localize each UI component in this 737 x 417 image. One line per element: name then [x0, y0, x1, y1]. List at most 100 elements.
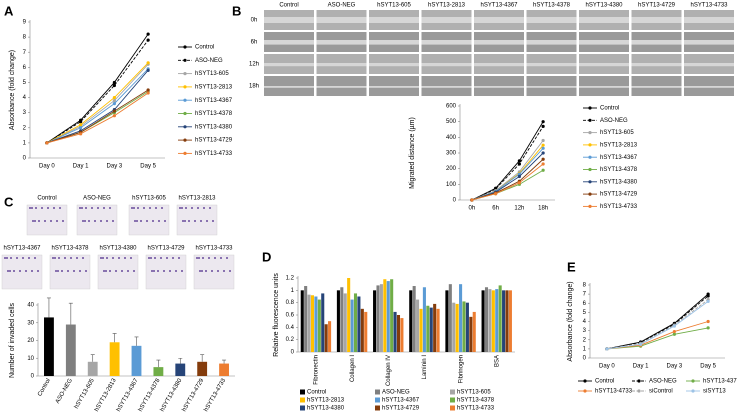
legend-marker [183, 125, 187, 129]
bar [484, 287, 489, 352]
series-line [46, 33, 149, 144]
y-axis-label: Absorbance (fold change) [567, 281, 574, 361]
data-point [706, 319, 710, 324]
y-tick-label: 0.2 [286, 337, 295, 343]
error-bar [222, 359, 227, 364]
legend-label: hSYT13-4729 [195, 138, 233, 144]
cell [161, 207, 163, 209]
data-point [146, 38, 150, 42]
y-tick-label: 9 [23, 20, 27, 26]
legend-marker [183, 138, 187, 142]
cell [85, 270, 87, 272]
x-tick-label: BSA [494, 355, 500, 367]
cell [115, 270, 117, 272]
y-tick-label: 20 [27, 338, 34, 344]
x-tick-label: Collagen I [350, 355, 356, 382]
legend-label: hSYT13-4733 [600, 204, 638, 210]
wound-gap [631, 40, 682, 45]
error-bar [178, 357, 183, 364]
cell [53, 207, 55, 209]
cell [146, 220, 148, 222]
y-tick-label: 8 [583, 283, 587, 289]
y-tick-label: 0 [23, 156, 27, 162]
cell [32, 220, 34, 222]
legend-label: hSYT13-605 [600, 130, 634, 136]
bar [360, 308, 364, 352]
cell [13, 270, 15, 272]
cell [25, 270, 27, 272]
bar [400, 318, 404, 352]
bar [357, 296, 361, 352]
cell [47, 207, 49, 209]
cell [169, 270, 171, 272]
legend-marker [183, 58, 187, 62]
micrograph [97, 254, 139, 290]
cell [35, 207, 37, 209]
cell [151, 270, 153, 272]
cell [38, 220, 40, 222]
series-line [471, 163, 544, 201]
data-point [517, 162, 521, 166]
wound-gap [421, 17, 472, 23]
data-point [45, 141, 49, 145]
data-point [79, 132, 83, 136]
micrograph [145, 254, 187, 290]
cell [58, 257, 60, 259]
cell [73, 270, 75, 272]
bar [219, 363, 229, 376]
y-tick-label: 200 [446, 166, 457, 172]
series-line [46, 70, 149, 144]
legend-label: hSYT13-2813 [600, 142, 638, 148]
cell [198, 257, 200, 259]
cell [205, 270, 207, 272]
image-row-label: 6h [251, 40, 258, 46]
legend-label: ASO-NEG [649, 379, 677, 385]
data-point [517, 181, 521, 185]
bar [336, 290, 340, 352]
bar [373, 290, 377, 352]
wound-gap [369, 86, 419, 88]
image-column-label: ASO-NEG [328, 3, 356, 9]
bar [328, 321, 332, 352]
wound-gap [684, 86, 734, 88]
cell [155, 207, 157, 209]
cell [154, 257, 156, 259]
y-tick-label: 2 [23, 125, 27, 131]
image-label: hSYT13-4380 [99, 246, 137, 252]
cell [34, 220, 36, 222]
panel-letter: D [262, 249, 271, 264]
micrograph [76, 204, 118, 236]
cell [109, 207, 111, 209]
cell [88, 220, 90, 222]
legend-swatch [375, 389, 380, 395]
legend-marker [183, 151, 187, 155]
legend-label: siSYT13 [703, 389, 726, 395]
bar [390, 279, 394, 352]
legend-marker [588, 192, 592, 196]
legend-label: hSYT13-4733 [195, 151, 233, 157]
image-label: hSYT13-4367 [3, 246, 41, 252]
data-point [541, 146, 545, 150]
y-tick-label: 0 [291, 350, 295, 356]
data-point [146, 61, 150, 65]
data-point [672, 324, 676, 328]
wound-gap [526, 63, 577, 67]
legend-marker [637, 389, 641, 393]
image-label: ASO-NEG [83, 196, 111, 202]
bar [350, 299, 354, 352]
legend-label: Control [195, 45, 214, 51]
legend-label: ASO-NEG [195, 58, 223, 64]
bar [462, 301, 466, 352]
legend-marker [691, 379, 695, 383]
bar [469, 316, 473, 352]
data-point [112, 80, 116, 85]
legend-label: hSYT13-4380 [307, 406, 345, 412]
legend-swatch [300, 397, 305, 403]
data-point [541, 143, 545, 147]
error-bar [156, 359, 161, 368]
bar [459, 284, 463, 352]
cell [157, 270, 159, 272]
data-point [541, 138, 545, 143]
cell [197, 207, 199, 209]
y-tick-label: 100 [446, 182, 457, 188]
